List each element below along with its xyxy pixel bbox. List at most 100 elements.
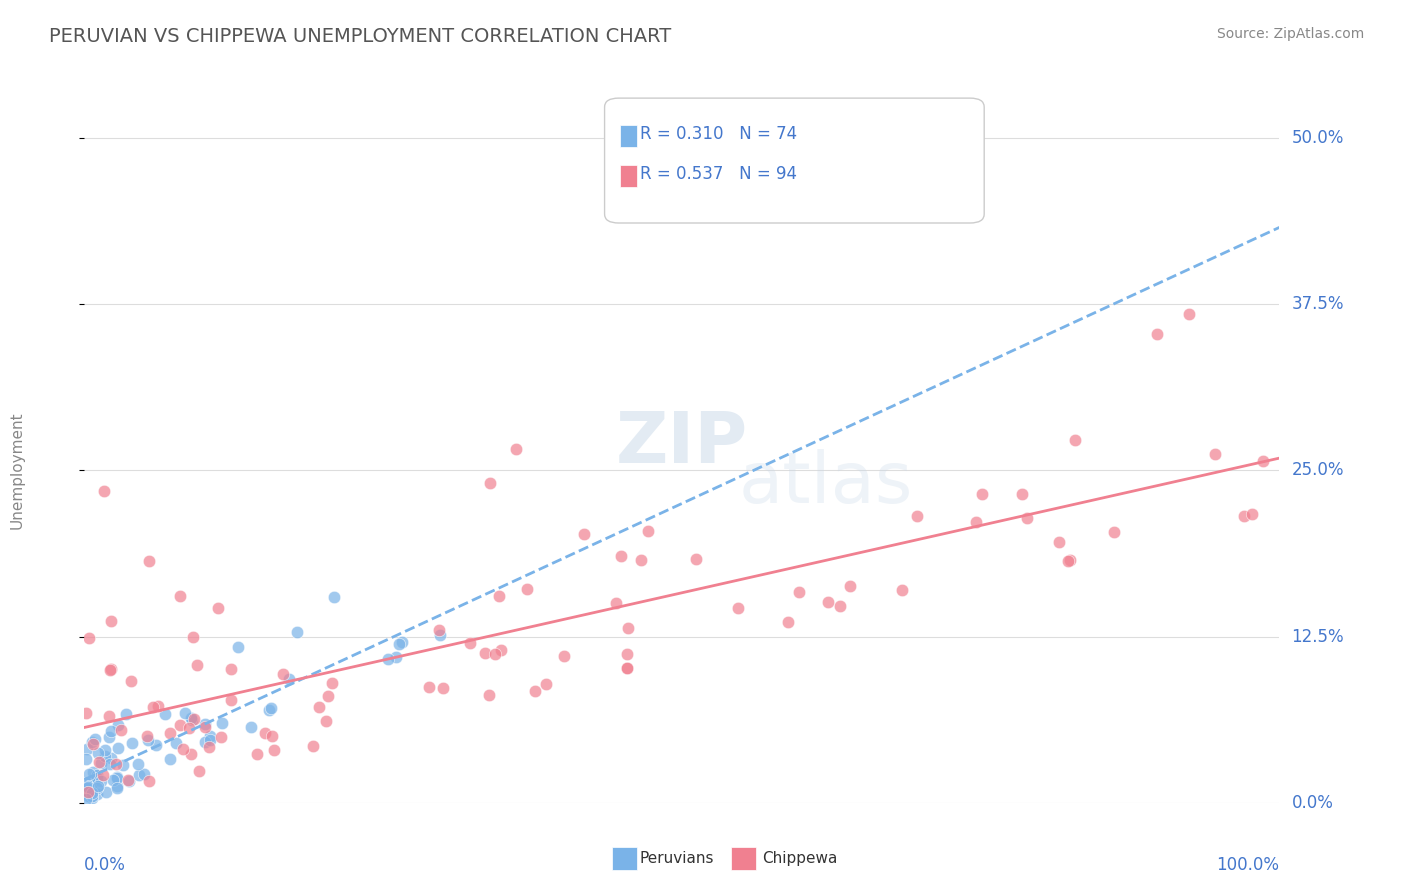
Point [82, 738, 104, 752]
Point [94, 742, 117, 756]
Point [127, 757, 149, 772]
Point [80, 785, 103, 799]
Point [90, 773, 112, 788]
Point [169, 590, 191, 604]
Point [97, 709, 120, 723]
Point [110, 723, 132, 738]
Point [211, 730, 233, 744]
Point [117, 774, 139, 789]
Point [391, 635, 413, 649]
Point [104, 757, 127, 772]
Point [77, 789, 100, 804]
Point [285, 625, 308, 640]
Point [142, 699, 165, 714]
Point [77, 785, 100, 799]
Point [79, 789, 101, 804]
Point [165, 736, 187, 750]
Point [89, 755, 111, 769]
Point [98, 663, 121, 677]
Point [100, 662, 122, 676]
Point [194, 717, 217, 731]
Point [80, 775, 103, 789]
Point [432, 681, 454, 695]
Point [219, 662, 242, 676]
Point [616, 647, 638, 661]
Point [187, 764, 209, 779]
Point [128, 768, 150, 782]
Point [112, 757, 135, 772]
Point [105, 772, 128, 786]
Point [316, 689, 339, 703]
Text: Unemployment: Unemployment [10, 411, 24, 529]
Point [79, 775, 101, 789]
Point [75, 706, 97, 720]
Point [79, 631, 101, 645]
Point [101, 772, 124, 787]
Point [76, 780, 98, 794]
Text: R = 0.310   N = 74: R = 0.310 N = 74 [640, 125, 797, 143]
Point [260, 729, 283, 743]
Point [484, 647, 506, 661]
Point [75, 786, 97, 800]
Point [117, 772, 139, 787]
Point [138, 732, 160, 747]
Point [553, 648, 575, 663]
Point [610, 549, 633, 564]
Point [1059, 553, 1081, 567]
Point [219, 692, 242, 706]
Point [90, 756, 112, 770]
Point [1015, 511, 1038, 525]
Point [120, 673, 142, 688]
Point [972, 487, 994, 501]
Point [82, 786, 104, 800]
Text: Peruvians: Peruvians [640, 851, 714, 865]
Point [80, 734, 103, 748]
Point [905, 508, 928, 523]
Text: ZIP: ZIP [616, 409, 748, 478]
Point [427, 623, 450, 637]
Point [257, 703, 280, 717]
Point [93, 748, 115, 763]
Point [616, 660, 638, 674]
Point [605, 596, 627, 610]
Point [181, 630, 204, 644]
Point [105, 771, 128, 785]
Point [121, 735, 143, 749]
Point [377, 651, 399, 665]
Point [82, 764, 104, 779]
Point [105, 779, 128, 793]
Point [198, 739, 221, 754]
Point [153, 707, 176, 722]
Point [534, 677, 557, 691]
Point [107, 717, 129, 731]
Point [146, 698, 169, 713]
Point [159, 726, 181, 740]
Point [194, 720, 217, 734]
Point [91, 768, 114, 782]
Point [107, 741, 129, 756]
Point [271, 666, 294, 681]
Point [830, 599, 852, 614]
Point [180, 747, 202, 761]
Point [86, 787, 108, 801]
Point [478, 688, 501, 702]
Point [174, 706, 197, 720]
Point [100, 614, 122, 628]
Point [516, 582, 538, 596]
Point [1178, 307, 1201, 321]
Point [86, 771, 108, 785]
Point [240, 721, 263, 735]
Text: PERUVIAN VS CHIPPEWA UNEMPLOYMENT CORRELATION CHART: PERUVIAN VS CHIPPEWA UNEMPLOYMENT CORREL… [49, 27, 672, 45]
Point [1146, 327, 1168, 342]
Point [96, 785, 118, 799]
Point [76, 742, 98, 756]
Point [322, 590, 344, 604]
Text: 0.0%: 0.0% [84, 856, 127, 874]
Point [388, 637, 411, 651]
Point [1204, 447, 1226, 461]
Point [169, 718, 191, 732]
Point [488, 589, 510, 603]
Point [180, 711, 202, 725]
Point [172, 742, 194, 756]
Point [75, 791, 97, 805]
